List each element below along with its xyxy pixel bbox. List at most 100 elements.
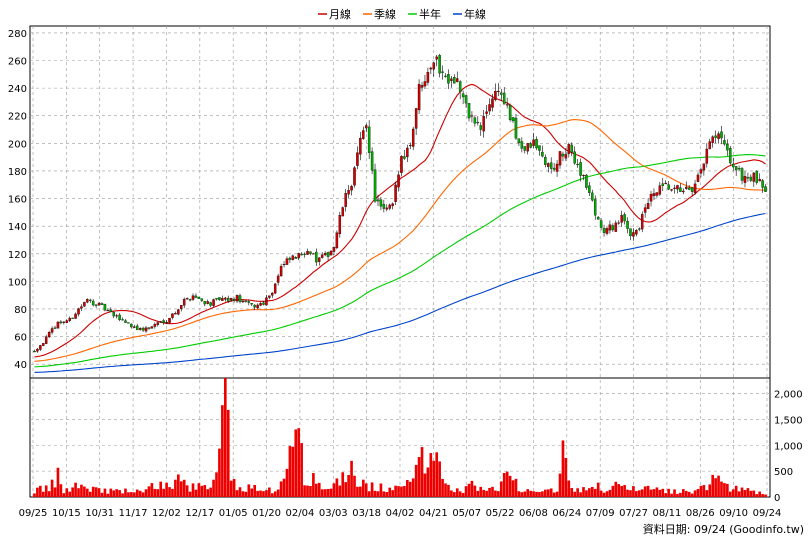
candle-body (221, 298, 224, 301)
candle-body (720, 131, 723, 139)
date-tick-label: 12/17 (185, 508, 214, 519)
candle-body (247, 301, 251, 303)
candle-body (262, 302, 265, 305)
volume-bar (676, 493, 679, 497)
volume-bar (717, 475, 720, 497)
volume-bar (432, 460, 436, 497)
candle (676, 184, 679, 194)
price-tick-label: 100 (8, 277, 27, 288)
candle (517, 138, 521, 146)
volume-bar (734, 485, 738, 497)
volume-bar (699, 485, 703, 497)
candle-body (226, 297, 230, 302)
candle (458, 80, 462, 100)
volume-bar (564, 458, 568, 497)
candle-body (523, 146, 527, 151)
candle (582, 174, 585, 181)
candle (585, 174, 588, 190)
candle-body (652, 193, 656, 197)
candle (699, 167, 703, 178)
candle (121, 317, 124, 321)
candle-body (588, 185, 591, 193)
candle-body (470, 115, 474, 117)
candle (596, 215, 600, 220)
candle (441, 65, 444, 80)
candle (726, 139, 729, 156)
volume-bar (39, 485, 42, 497)
candle (705, 143, 709, 168)
candle-body (303, 253, 306, 255)
volume-bar (335, 478, 339, 497)
volume-bar (520, 492, 524, 497)
volume-bar (529, 490, 532, 497)
candle-body (488, 104, 491, 112)
candle (749, 174, 753, 183)
volume-bar (232, 479, 236, 497)
ma-line-120 (34, 154, 766, 368)
volume-bar (109, 488, 113, 497)
volume-bar (687, 491, 691, 497)
volume-bar (373, 490, 377, 497)
volume-bar (429, 453, 433, 497)
candle (623, 212, 626, 225)
candle-body (112, 311, 115, 317)
candle (608, 220, 612, 234)
candle (262, 300, 265, 306)
candle-body (147, 327, 151, 329)
volume-bar (77, 488, 80, 497)
candle-body (309, 251, 312, 254)
volume-bar (414, 464, 418, 497)
candle-body (347, 190, 350, 195)
candle-body (743, 176, 747, 183)
candle (62, 321, 66, 325)
candle-body (326, 252, 330, 257)
candle-body (444, 75, 447, 77)
candle-body (432, 62, 436, 70)
candle-body (502, 92, 506, 105)
candle (761, 179, 764, 193)
candle (86, 298, 89, 304)
candle (652, 188, 656, 201)
candle (91, 299, 95, 307)
candle (200, 298, 204, 302)
date-tick-label: 08/11 (652, 508, 681, 519)
volume-bar (36, 487, 39, 497)
candle-body (42, 343, 45, 346)
candle-body (238, 295, 242, 302)
candle-body (426, 72, 430, 83)
candle (364, 123, 368, 133)
price-tick-label: 80 (14, 305, 27, 316)
volume-bar (68, 491, 72, 497)
candle-body (602, 228, 606, 233)
candle (109, 307, 113, 313)
volume-bar (455, 488, 459, 497)
candle (250, 302, 253, 306)
volume-bar (620, 485, 623, 497)
legend-entry: 月線 (318, 7, 351, 21)
candle-body (476, 122, 480, 124)
volume-bar (491, 486, 494, 497)
volume-bar (94, 487, 98, 497)
candle (185, 297, 189, 300)
price-tick-label: 180 (8, 167, 27, 178)
volume-bar (570, 488, 574, 497)
candle (94, 304, 98, 308)
candle (356, 146, 359, 170)
volume-bar (467, 483, 471, 497)
candle (77, 307, 80, 317)
candle-body (400, 156, 403, 173)
volume-bar (135, 489, 139, 497)
candle-body (168, 317, 171, 323)
candle-body (438, 55, 441, 74)
volume-bar (80, 484, 83, 497)
candle-body (714, 135, 717, 138)
volume-bar (452, 492, 456, 497)
candle (411, 126, 415, 151)
ma-line-20 (34, 83, 766, 358)
candle-body (350, 186, 353, 191)
candle-body (485, 111, 488, 114)
volume-bar (165, 482, 168, 497)
candle (177, 308, 180, 316)
candle (33, 349, 36, 353)
candle-body (367, 126, 371, 153)
